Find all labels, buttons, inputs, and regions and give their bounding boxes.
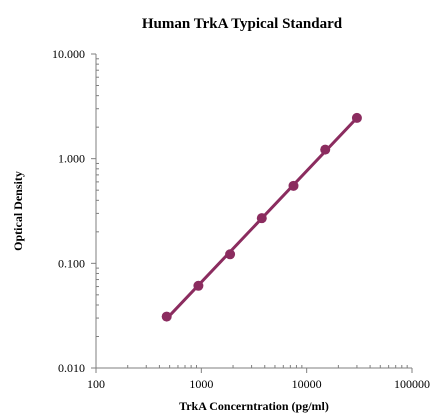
y-tick-labels-group: 0.010 0.100 1.000 10.000 (52, 47, 85, 375)
y-axis-label: Optical Density (11, 171, 25, 251)
data-point (351, 112, 362, 123)
data-point (320, 144, 331, 155)
y-tick-label: 1.000 (58, 152, 85, 166)
data-point (288, 180, 299, 191)
x-tick-label: 100 (87, 377, 105, 391)
x-tick-label: 10000 (292, 377, 322, 391)
data-point (161, 311, 172, 322)
data-point (225, 249, 236, 260)
y-ticks-group (91, 53, 99, 369)
y-tick-label: 0.100 (58, 256, 85, 270)
data-point (193, 280, 204, 291)
chart-title: Human TrkA Typical Standard (142, 16, 343, 32)
x-tick-label: 100000 (394, 377, 430, 391)
x-ticks-group (95, 365, 413, 373)
x-axis-label: TrkA Concerntration (pg/ml) (179, 399, 329, 413)
x-tick-label: 1000 (189, 377, 213, 391)
data-point (256, 213, 267, 224)
x-tick-labels-group: 100 1000 10000 100000 (87, 377, 430, 391)
series-layer (161, 112, 362, 322)
y-tick-label: 0.010 (58, 361, 85, 375)
y-tick-label: 10.000 (52, 47, 85, 61)
